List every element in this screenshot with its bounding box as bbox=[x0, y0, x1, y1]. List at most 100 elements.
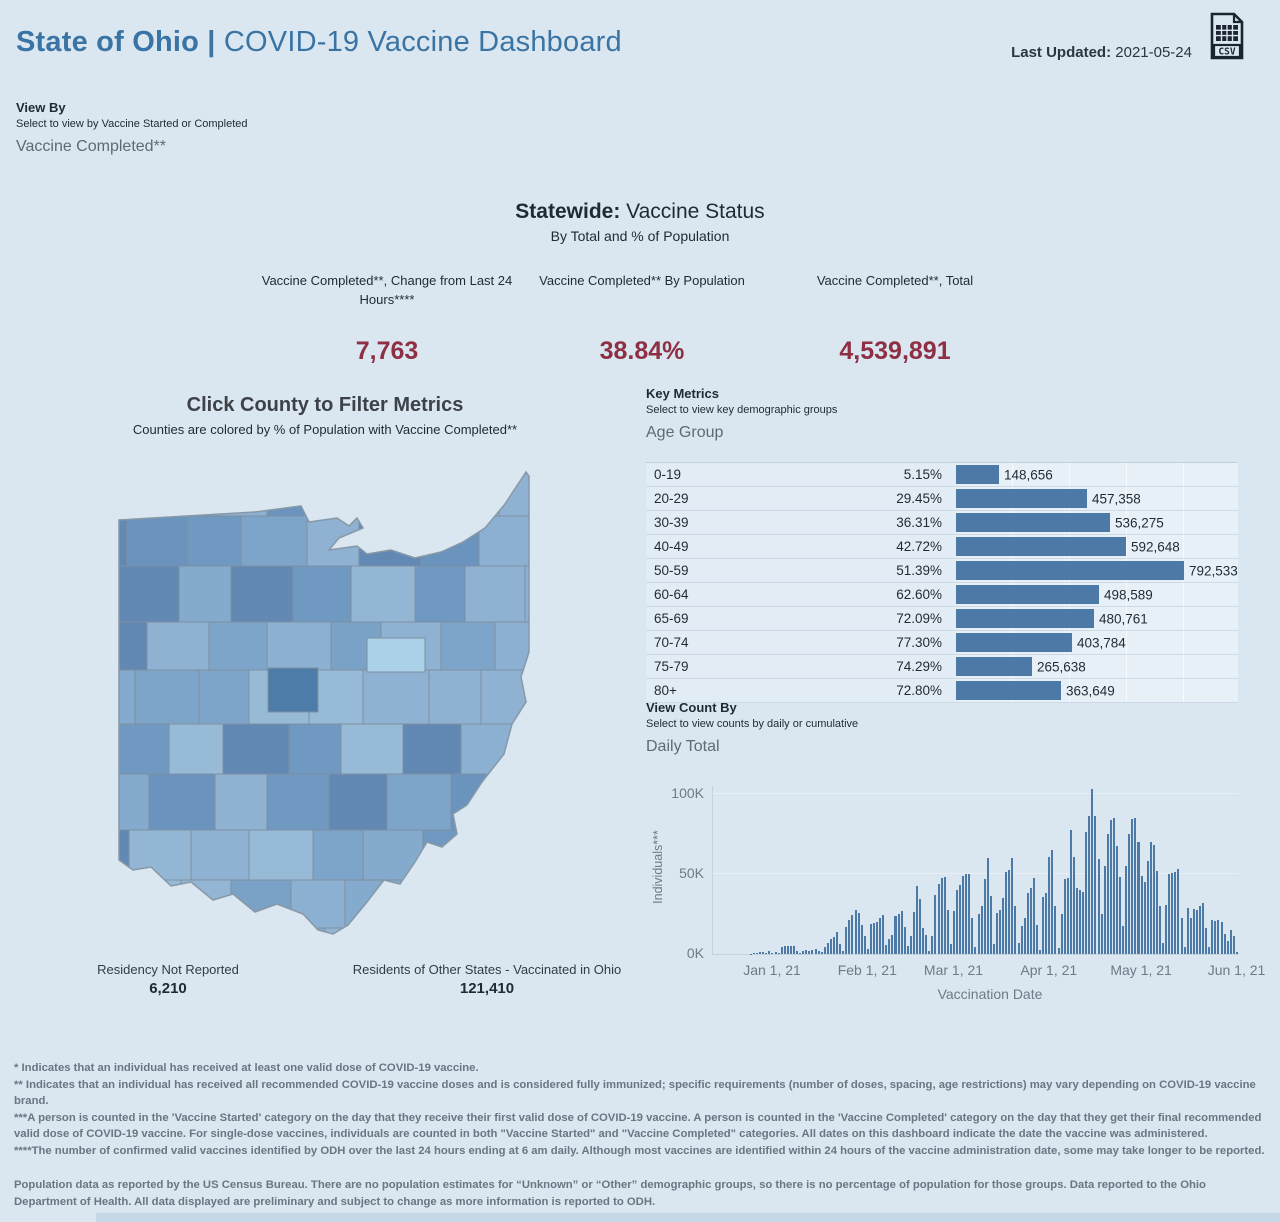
daily-bar[interactable] bbox=[805, 950, 808, 954]
ohio-county-map[interactable] bbox=[105, 462, 543, 962]
daily-bar[interactable] bbox=[854, 910, 857, 954]
daily-bar[interactable] bbox=[925, 935, 928, 954]
county-shape[interactable] bbox=[266, 773, 330, 831]
county-shape[interactable] bbox=[428, 669, 482, 725]
daily-bar[interactable] bbox=[1205, 927, 1208, 954]
daily-bar[interactable] bbox=[959, 884, 962, 954]
daily-bar[interactable] bbox=[786, 945, 789, 954]
daily-bar[interactable] bbox=[869, 924, 872, 954]
age-row-40-49[interactable]: 40-49 42.72% 592,648 bbox=[646, 535, 1238, 559]
daily-bar[interactable] bbox=[780, 946, 783, 954]
daily-bar[interactable] bbox=[1229, 929, 1232, 954]
county-shape[interactable] bbox=[105, 829, 130, 881]
county-shape[interactable] bbox=[524, 723, 543, 775]
age-bar[interactable] bbox=[956, 489, 1087, 508]
county-shape[interactable] bbox=[148, 773, 216, 831]
daily-bar[interactable] bbox=[903, 927, 906, 954]
daily-bar[interactable] bbox=[774, 951, 777, 954]
daily-bar[interactable] bbox=[1162, 942, 1165, 954]
county-shape[interactable] bbox=[204, 927, 260, 962]
county-shape[interactable] bbox=[214, 773, 268, 831]
county-shape[interactable] bbox=[105, 724, 109, 774]
county-shape[interactable] bbox=[126, 515, 188, 567]
county-shape[interactable] bbox=[410, 879, 464, 929]
county-shape[interactable] bbox=[180, 879, 232, 929]
county-shape[interactable] bbox=[414, 565, 466, 623]
daily-bar[interactable] bbox=[952, 911, 955, 954]
daily-bar[interactable] bbox=[986, 857, 989, 954]
county-shape[interactable] bbox=[312, 829, 364, 881]
daily-bar[interactable] bbox=[1005, 871, 1008, 954]
county-shape[interactable] bbox=[198, 669, 250, 725]
daily-bar[interactable] bbox=[1057, 948, 1060, 954]
daily-bar[interactable] bbox=[1085, 831, 1088, 954]
daily-bar[interactable] bbox=[860, 924, 863, 954]
age-bar[interactable] bbox=[956, 681, 1061, 700]
bottom-scroll-strip[interactable] bbox=[96, 1213, 1280, 1222]
daily-bar[interactable] bbox=[974, 947, 977, 954]
daily-bar[interactable] bbox=[1146, 860, 1149, 954]
daily-bar[interactable] bbox=[1152, 844, 1155, 954]
county-shape[interactable] bbox=[266, 462, 328, 517]
daily-bar[interactable] bbox=[842, 950, 845, 954]
daily-bar[interactable] bbox=[1183, 946, 1186, 954]
county-lightest[interactable] bbox=[366, 637, 426, 673]
county-shape[interactable] bbox=[105, 927, 146, 962]
daily-bar[interactable] bbox=[1128, 833, 1131, 954]
daily-bar[interactable] bbox=[1109, 819, 1112, 954]
daily-bar[interactable] bbox=[817, 950, 820, 954]
daily-bar[interactable] bbox=[906, 945, 909, 954]
age-bar[interactable] bbox=[956, 585, 1099, 604]
county-shape[interactable] bbox=[420, 515, 480, 567]
county-shape[interactable] bbox=[380, 462, 448, 517]
county-shape[interactable] bbox=[440, 621, 496, 671]
daily-bar[interactable] bbox=[1195, 910, 1198, 954]
county-shape[interactable] bbox=[500, 773, 543, 831]
age-row-80+[interactable]: 80+ 72.80% 363,649 bbox=[646, 679, 1238, 703]
daily-bar[interactable] bbox=[891, 934, 894, 954]
daily-bar[interactable] bbox=[1060, 913, 1063, 954]
county-shape[interactable] bbox=[480, 669, 543, 725]
daily-bar[interactable] bbox=[1026, 892, 1029, 954]
daily-bar[interactable] bbox=[940, 877, 943, 954]
daily-bar[interactable] bbox=[1011, 858, 1014, 954]
daily-bar[interactable] bbox=[777, 952, 780, 954]
county-shape[interactable] bbox=[326, 462, 382, 517]
daily-bar[interactable] bbox=[943, 876, 946, 954]
daily-bar[interactable] bbox=[1112, 817, 1115, 954]
daily-bar[interactable] bbox=[1168, 873, 1171, 954]
daily-bar[interactable] bbox=[814, 949, 817, 954]
daily-bar[interactable] bbox=[1008, 869, 1011, 954]
daily-bar[interactable] bbox=[937, 883, 940, 954]
daily-bar[interactable] bbox=[857, 912, 860, 954]
age-bar[interactable] bbox=[956, 633, 1072, 652]
county-shape[interactable] bbox=[208, 621, 268, 671]
county-shape[interactable] bbox=[109, 723, 170, 775]
daily-bar[interactable] bbox=[1094, 815, 1097, 954]
daily-bar[interactable] bbox=[1143, 881, 1146, 954]
county-shape[interactable] bbox=[230, 565, 294, 623]
county-shape[interactable] bbox=[105, 566, 113, 622]
daily-bar[interactable] bbox=[1171, 872, 1174, 954]
daily-bar[interactable] bbox=[1211, 919, 1214, 954]
daily-bar[interactable] bbox=[845, 926, 848, 954]
county-shape[interactable] bbox=[328, 773, 388, 831]
county-darkest[interactable] bbox=[267, 667, 319, 713]
age-bar[interactable] bbox=[956, 657, 1032, 676]
daily-bar[interactable] bbox=[1165, 904, 1168, 954]
daily-bar[interactable] bbox=[922, 927, 925, 954]
county-shape[interactable] bbox=[446, 462, 500, 517]
daily-bar[interactable] bbox=[765, 952, 768, 954]
daily-bar[interactable] bbox=[1106, 834, 1109, 954]
daily-bar[interactable] bbox=[836, 932, 839, 954]
daily-bar[interactable] bbox=[1014, 905, 1017, 954]
daily-bar[interactable] bbox=[1149, 841, 1152, 954]
county-shape[interactable] bbox=[190, 829, 250, 881]
daily-bar[interactable] bbox=[1226, 940, 1229, 954]
daily-bar[interactable] bbox=[762, 952, 765, 954]
daily-bar[interactable] bbox=[1069, 829, 1072, 954]
daily-bar[interactable] bbox=[1159, 905, 1162, 954]
daily-bar[interactable] bbox=[796, 951, 799, 954]
age-row-60-64[interactable]: 60-64 62.60% 498,589 bbox=[646, 583, 1238, 607]
daily-bar[interactable] bbox=[789, 946, 792, 954]
